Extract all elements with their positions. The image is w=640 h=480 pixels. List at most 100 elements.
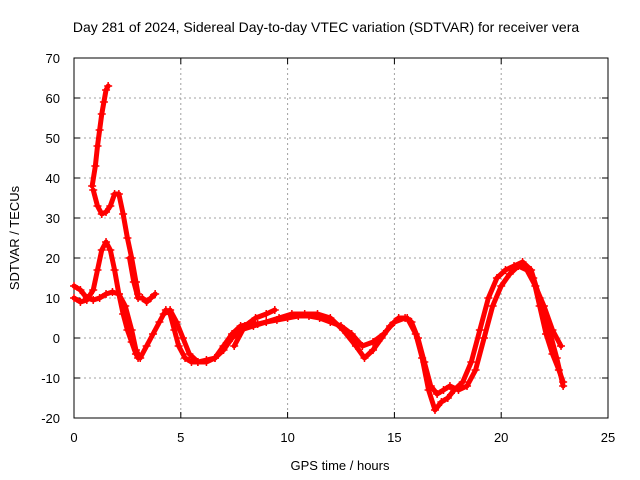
data-point	[411, 330, 420, 338]
data-point	[480, 334, 489, 342]
data-point	[166, 306, 175, 314]
y-tick-label: 20	[46, 251, 60, 266]
y-tick-label: 0	[53, 331, 60, 346]
data-point	[548, 350, 557, 358]
data-point	[129, 278, 138, 286]
series-mid-branch	[230, 306, 279, 350]
data-point	[270, 306, 279, 314]
data-point	[146, 294, 155, 302]
series-line	[161, 259, 566, 413]
data-point	[76, 298, 85, 306]
y-tick-label: -20	[41, 411, 60, 426]
data-point	[149, 330, 158, 338]
data-point	[70, 294, 78, 302]
x-axis-label: GPS time / hours	[291, 458, 390, 473]
data-point	[114, 190, 123, 198]
axis-ticks: 0 5 10 15 20 25 -20 -10 0 10 20 30 40 50 60 70	[41, 51, 615, 445]
x-tick-label: 15	[387, 430, 401, 445]
data-point	[430, 406, 439, 414]
data-point	[104, 82, 113, 90]
data-point	[185, 350, 194, 358]
y-tick-label: 30	[46, 211, 60, 226]
data-point	[106, 202, 115, 210]
data-point	[95, 294, 104, 302]
data-point	[437, 398, 446, 406]
data-point	[488, 302, 497, 310]
data-point	[251, 314, 260, 322]
data-point	[131, 346, 140, 354]
data-point	[108, 288, 117, 296]
data-point	[262, 318, 271, 326]
data-point	[386, 322, 395, 330]
data-point	[501, 266, 510, 274]
data-point	[97, 110, 106, 118]
data-point	[360, 354, 369, 362]
data-point	[123, 234, 132, 242]
data-point	[492, 274, 501, 282]
data-point	[445, 382, 454, 390]
data-point	[424, 386, 433, 394]
data-point	[142, 342, 151, 350]
y-tick-label: 10	[46, 291, 60, 306]
data-point	[174, 342, 183, 350]
data-point	[121, 302, 130, 310]
data-point	[151, 290, 160, 298]
data-point	[76, 286, 85, 294]
data-point	[351, 342, 360, 350]
data-point	[450, 386, 459, 394]
data-point	[394, 314, 403, 322]
data-point	[125, 254, 134, 262]
data-point	[155, 318, 164, 326]
data-point	[475, 326, 484, 334]
data-point	[102, 208, 111, 216]
y-tick-label: 60	[46, 91, 60, 106]
data-point	[433, 390, 442, 398]
data-point	[559, 378, 568, 386]
data-point	[510, 262, 519, 270]
data-point	[471, 366, 480, 374]
data-point	[463, 382, 472, 390]
data-point	[484, 294, 493, 302]
data-point	[138, 294, 147, 302]
data-point	[106, 246, 115, 254]
data-point	[228, 334, 237, 342]
data-point	[529, 274, 538, 282]
data-point	[403, 314, 412, 322]
data-point	[181, 354, 190, 362]
data-point	[193, 358, 202, 366]
data-point	[439, 386, 448, 394]
series-early-spike	[88, 82, 113, 190]
data-point	[91, 162, 100, 170]
data-point	[95, 126, 104, 134]
data-point	[110, 266, 119, 274]
data-point	[114, 290, 123, 298]
data-point	[89, 296, 98, 304]
y-axis-label: SDTVAR / TECUs	[7, 185, 22, 290]
data-point	[89, 186, 98, 194]
data-point	[102, 238, 111, 246]
data-point	[505, 270, 514, 278]
data-point	[93, 142, 102, 150]
data-point	[159, 310, 168, 318]
data-series	[70, 82, 568, 414]
data-point	[97, 246, 106, 254]
data-point	[127, 326, 136, 334]
data-point	[287, 310, 296, 318]
series-end-tails	[529, 274, 568, 386]
data-point	[554, 366, 563, 374]
data-point	[326, 314, 335, 322]
data-point	[70, 282, 78, 290]
data-point	[542, 330, 551, 338]
x-tick-label: 20	[494, 430, 508, 445]
data-point	[377, 334, 386, 342]
data-point	[202, 358, 211, 366]
data-point	[210, 354, 219, 362]
data-point	[178, 334, 187, 342]
data-point	[275, 314, 284, 322]
data-point	[230, 342, 239, 350]
data-point	[172, 318, 181, 326]
series-line	[89, 83, 111, 189]
data-point	[518, 258, 527, 266]
data-point	[262, 310, 271, 318]
y-tick-label: -10	[41, 371, 60, 386]
